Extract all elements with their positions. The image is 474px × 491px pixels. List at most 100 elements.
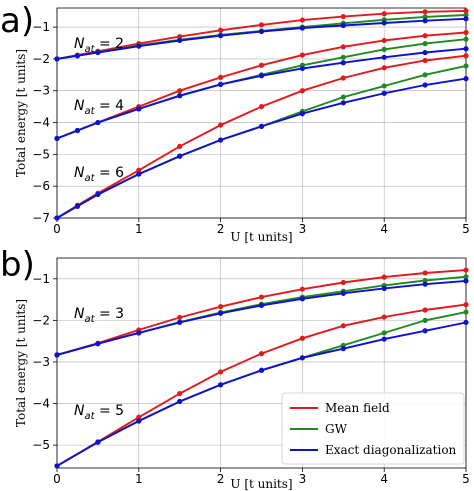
panel-a-series-mean-field-point: [177, 88, 183, 94]
panel-a-series-exact-diagonalization-point: [340, 60, 346, 66]
panel-a-series-exact-diagonalization-line: [56, 47, 467, 140]
panel-a-xlabel: U [t units]: [230, 230, 292, 244]
panel-b-series-mean-field-point: [218, 304, 224, 310]
panel-a-series-exact-diagonalization-point: [299, 25, 305, 31]
panel-a-series-exact-diagonalization-point: [218, 81, 224, 87]
panel-b-series-mean-field-point: [340, 323, 346, 329]
panel-b-series-mean-field-point: [299, 335, 305, 341]
panel-a-series-exact-diagonalization-point: [422, 18, 428, 24]
panel-b-series-exact-diagonalization-point: [95, 439, 101, 445]
panel-a-ytick-label: −1: [32, 20, 50, 34]
panel-a-series-mean-field-point: [422, 9, 428, 15]
panel-a-series-exact-diagonalization-point: [463, 46, 469, 52]
panel-a-ylabel: Total energy [t units]: [14, 49, 28, 177]
panel-b-series-gw-point: [422, 317, 428, 323]
panel-a-series-gw-point: [463, 36, 469, 42]
panel-b-ytick-label: −4: [32, 397, 50, 411]
panel-b-series-mean-field-point: [258, 351, 265, 357]
panel-a-letter: a): [0, 1, 34, 41]
panel-a-ytick-label: −7: [32, 211, 50, 225]
panel-b-series-exact-diagonalization-point: [218, 382, 224, 388]
panel-a-natoms-annotation: Nat = 4: [74, 98, 124, 117]
panel-a-series-exact-diagonalization-point: [299, 65, 305, 72]
panel-b-series-exact-diagonalization-point: [381, 285, 387, 291]
panel-b-series-exact-diagonalization-point: [177, 398, 183, 405]
panel-a-series-mean-field-point: [340, 75, 346, 81]
panel-b-series-mean-field-point: [381, 274, 387, 280]
panel-a-series-gw-point: [422, 14, 428, 20]
panel-b-xtick-label: 1: [135, 472, 143, 486]
panel-a-series-mean-field-point: [463, 53, 469, 59]
panel-a-series-mean-field-point: [299, 88, 305, 94]
panel-a-series-exact-diagonalization-point: [136, 171, 142, 177]
panel-a-series: [54, 8, 469, 221]
panel-a-series-mean-field-point: [422, 33, 428, 39]
panel-b-series-exact-diagonalization-point: [299, 355, 305, 361]
panel-a-xtick-label: 0: [53, 222, 61, 236]
panel-b-series-exact-diagonalization-point: [422, 281, 428, 287]
panel-b-series-exact-diagonalization-point: [340, 346, 346, 352]
panel-a-series-mean-field-point: [463, 8, 469, 14]
panel-a-series-exact-diagonalization-point: [463, 16, 469, 22]
panel-a-xtick-label: 1: [135, 222, 143, 236]
panel-a-series-exact-diagonalization-point: [136, 43, 142, 49]
panel-a-series-exact-diagonalization-point: [95, 191, 101, 198]
panel-b-series-mean-field-point: [463, 301, 469, 308]
panel-b-series-exact-diagonalization-point: [381, 336, 387, 342]
panel-b-xtick-label: 3: [299, 472, 307, 486]
panel-a-series-exact-diagonalization-point: [381, 90, 387, 96]
panel-a-series-mean-field-point: [299, 17, 305, 23]
panel-b-series-gw-point: [422, 277, 428, 284]
panel-b-series-exact-diagonalization-point: [136, 418, 142, 424]
panel-b-series-mean-field-point: [422, 307, 428, 313]
panel-b-plot-frame: [56, 257, 467, 469]
panel-a-xtick-label: 5: [462, 222, 470, 236]
panel-a-series-exact-diagonalization-point: [463, 76, 469, 82]
panel-a-annotations: Nat = 2 Nat = 4 Nat = 6: [74, 36, 124, 184]
panel-a-series-gw-point: [340, 54, 346, 60]
panel-b-series-mean-field-point: [463, 267, 469, 273]
panel-b-ytick-label: −1: [32, 272, 50, 286]
panel-b-ytick-label: −5: [32, 438, 50, 452]
panel-a-series-exact-diagonalization-point: [258, 28, 265, 35]
panel-b-ylabel: Total energy [t units]: [14, 299, 28, 427]
panel-a-series-mean-field-point: [258, 22, 265, 28]
panel-a-series-exact-diagonalization-point: [54, 215, 60, 221]
panel-a-series-exact-diagonalization-point: [95, 49, 101, 56]
panel-a-series-exact-diagonalization-point: [258, 123, 265, 129]
panel-b-series-gw-point: [463, 309, 469, 315]
panel-b-series-exact-diagonalization-point: [258, 367, 265, 373]
panel-a-series-exact-diagonalization-point: [218, 33, 224, 39]
panel-a-series-gw-point: [422, 41, 428, 47]
panel-a-series-mean-field-point: [177, 143, 183, 150]
panel-b-series-exact-diagonalization-point: [463, 319, 469, 326]
panel-a-xtick-label: 4: [380, 222, 388, 236]
panel-b-annotations: Nat = 3 Nat = 5: [74, 306, 124, 422]
panel-a-series-exact-diagonalization-point: [136, 106, 142, 112]
panel-b-series-exact-diagonalization-point: [54, 352, 60, 358]
panel-a-series-mean-field-point: [340, 13, 346, 20]
panel-a-series-exact-diagonalization-point: [177, 153, 183, 159]
panel-b-letter: b): [0, 245, 35, 285]
panel-b-series-mean-field-point: [177, 390, 183, 397]
panel-a-xtick-label: 3: [299, 222, 307, 236]
panel-a-series-gw-point: [340, 94, 346, 100]
panel-b-series-mean-field-point: [422, 270, 428, 276]
panel-a-series-exact-diagonalization-point: [95, 119, 101, 126]
panel-a-series-mean-field-point: [463, 29, 469, 36]
panel-a-series-exact-diagonalization-line: [56, 17, 467, 60]
panel-a-series-gw-point: [463, 12, 469, 18]
panel-a-series-mean-field-point: [422, 57, 428, 64]
panel-b-natoms-annotation: Nat = 3: [74, 306, 124, 325]
panel-b-series-mean-field-point: [381, 314, 387, 320]
panel-b-series-exact-diagonalization-point: [136, 330, 142, 336]
panel-a-series-mean-field-point: [381, 37, 387, 44]
panel-b-chart: 0 1 2 3 4 5 −5 −4 −3 −2 −1 Nat = 3 Nat = 5 Mean fie…: [14, 257, 470, 491]
panel-b-series-mean-field-point: [299, 286, 305, 292]
panel-a-series-gw-point: [381, 46, 387, 52]
panel-b-series-mean-field-point: [258, 294, 265, 300]
panel-b-series-exact-diagonalization-point: [422, 328, 428, 334]
panel-b-series-gw-point: [463, 274, 469, 280]
panel-a-natoms-annotation: Nat = 2: [74, 36, 124, 55]
